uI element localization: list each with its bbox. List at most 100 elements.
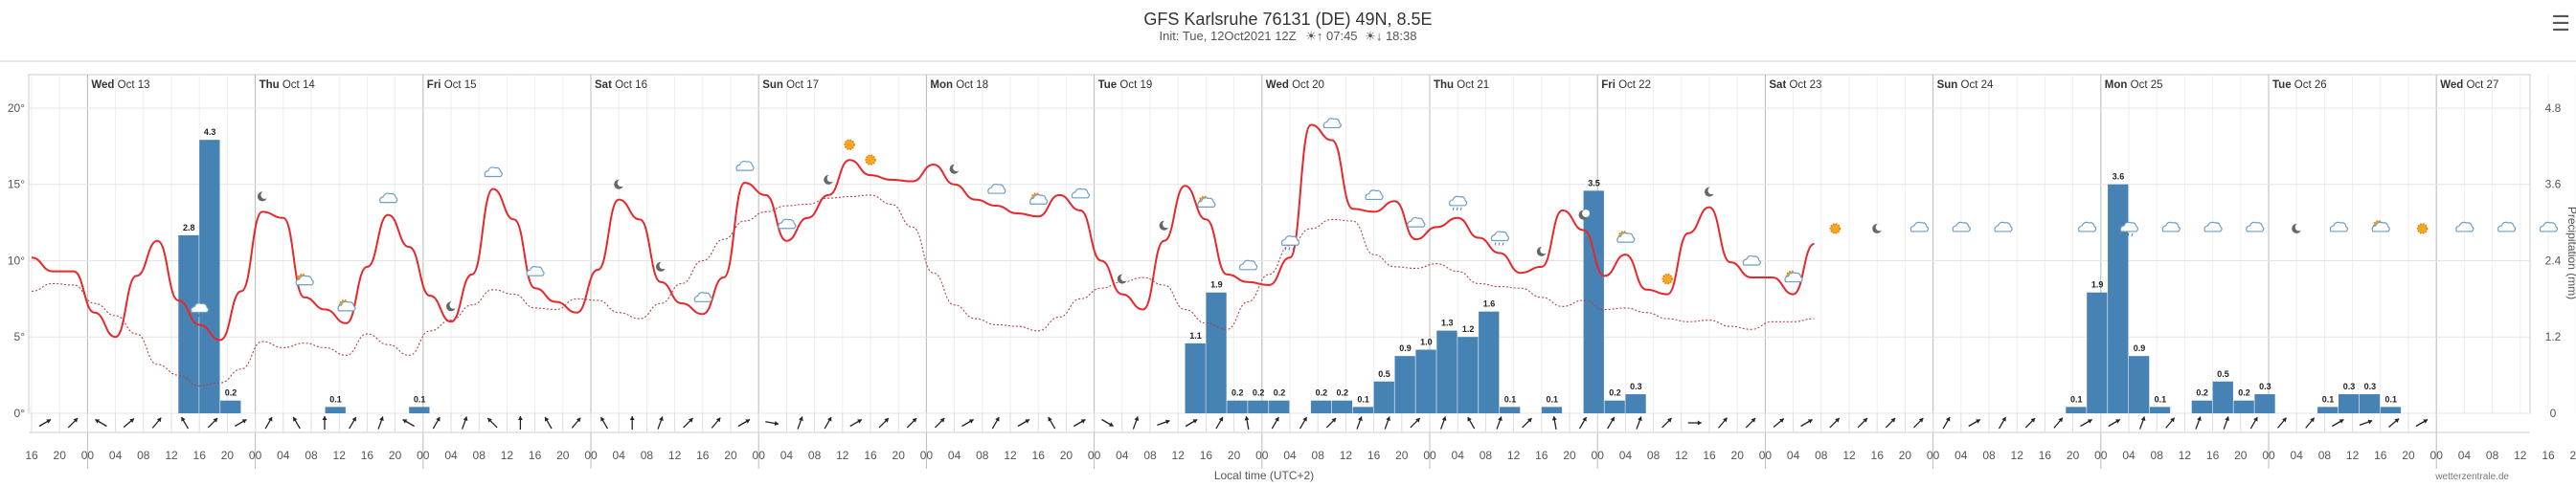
hour-tick-label: 00: [753, 449, 766, 462]
wind-arrow-icon: [1829, 417, 1841, 429]
precip-label: 0.1: [2070, 394, 2083, 404]
precip-label: 0.1: [414, 394, 426, 404]
cloud-icon: [2497, 221, 2517, 232]
cloud-icon: [1952, 221, 1971, 232]
weather-icons: [191, 118, 2559, 318]
hour-tick-label: 12: [836, 449, 849, 462]
precip-label: 0.1: [329, 394, 342, 404]
precip-bar: [1331, 400, 1353, 413]
moon-icon: [257, 190, 269, 202]
rain-cloud-icon: [1490, 231, 1510, 246]
wind-arrow-icon: [1578, 416, 1588, 430]
hour-tick-label: 20: [2570, 449, 2576, 462]
precip-label: 0.9: [1399, 343, 1412, 353]
hour-tick-label: 16: [2039, 449, 2052, 462]
precip-bar: [325, 407, 346, 413]
wind-arrow-icon: [849, 418, 863, 428]
precip-bar: [178, 234, 199, 413]
cloud-icon: [1909, 221, 1930, 232]
precip-bar: [1479, 311, 1500, 413]
cloud-icon: [693, 292, 712, 302]
moon-icon: [656, 261, 667, 272]
y-right-tick: 0: [2550, 407, 2557, 420]
wind-arrow-icon: [2415, 418, 2429, 428]
precip-label: 2.8: [183, 223, 195, 232]
day-label: Sun Oct 17: [762, 79, 819, 91]
precip-bar: [2317, 407, 2339, 413]
y-right-tick: 4.8: [2545, 101, 2562, 115]
wind-arrow-icon: [123, 418, 135, 428]
y-right-tick: 1.2: [2545, 330, 2562, 343]
wind-arrow-icon: [67, 417, 79, 429]
hour-tick-label: 12: [501, 449, 514, 462]
sun-icon: [2416, 223, 2429, 234]
hour-tick-label: 16: [2542, 449, 2555, 462]
hour-tick-label: 16: [1871, 449, 1885, 462]
hour-tick-label: 04: [1787, 449, 1800, 462]
moon-icon: [949, 164, 961, 174]
hour-tick-label: 04: [2122, 449, 2135, 462]
hour-tick-label: 16: [361, 449, 374, 462]
moon-icon: [1536, 246, 1548, 256]
hour-tick-label: 20: [54, 449, 67, 462]
hour-tick-label: 08: [808, 449, 822, 462]
wind-arrow-icon: [180, 416, 190, 430]
wind-arrow-icon: [629, 416, 635, 430]
y-left-tick: 10°: [8, 254, 25, 267]
precip-label: 1.0: [1420, 338, 1433, 347]
moon-icon: [1872, 223, 1884, 233]
wind-arrow-icon: [2165, 417, 2176, 429]
hour-tick-label: 00: [1088, 449, 1101, 462]
wind-arrow-icon: [1325, 417, 1337, 429]
sun-icon: [1829, 223, 1842, 234]
cloud-icon: [1407, 216, 1426, 228]
hour-tick-label: 20: [1899, 449, 1912, 462]
wind-arrow-icon: [1299, 416, 1308, 430]
precip-bar: [1541, 407, 1563, 413]
hour-tick-label: 00: [2262, 449, 2275, 462]
hour-tick-label: 08: [1647, 449, 1661, 462]
precip-bar: [2359, 394, 2381, 413]
wind-arrow-icon: [402, 418, 415, 428]
hour-tick-label: 08: [2486, 449, 2499, 462]
cloud-icon: [2246, 221, 2265, 232]
wind-arrow-icon: [1687, 420, 1702, 426]
axes: 16 20 00 04 08 12 16 20 00 04 08 12 16 20 00 04 08 12 16 20…: [8, 79, 2576, 462]
cloud-icon: [526, 266, 545, 276]
hour-tick-label: 12: [1004, 449, 1017, 462]
wind-arrow-icon: [657, 416, 664, 430]
grid-lines: [0, 60, 2576, 469]
wind-arrow-icon: [322, 416, 328, 430]
wind-arrow-icon: [1636, 416, 1642, 430]
precip-label: 0.2: [2196, 388, 2208, 398]
cloud-icon: [1994, 221, 2013, 232]
precip-label: 1.9: [1210, 280, 1223, 290]
hour-tick-label: 00: [1759, 449, 1773, 462]
hour-tick-label: 00: [1255, 449, 1269, 462]
precip-bar: [2233, 400, 2254, 413]
wind-arrow-icon: [1551, 415, 1557, 431]
hour-tick-label: 08: [1480, 449, 1493, 462]
wind-arrow-icon: [1773, 418, 1785, 428]
cloud-icon: [1322, 118, 1342, 129]
rain-cloud-icon: [1280, 235, 1300, 251]
wind-arrow-icon: [571, 417, 581, 429]
precip-label: 1.3: [1441, 319, 1454, 328]
wind-arrow-icon: [906, 417, 917, 429]
day-label: Tue Oct 19: [1098, 79, 1153, 91]
wind-arrow-icon: [2277, 417, 2287, 429]
cloud-icon: [987, 183, 1006, 194]
y-left-tick: 5°: [14, 330, 26, 343]
wind-arrow-icon: [683, 417, 694, 429]
wind-arrow-icon: [2053, 417, 2064, 429]
day-label: Sat Oct 23: [1769, 79, 1821, 91]
precip-label: 1.1: [1189, 331, 1202, 341]
hour-tick-label: 16: [2374, 449, 2387, 462]
wind-arrow-icon: [1215, 416, 1224, 430]
hour-tick-label: 00: [1592, 449, 1605, 462]
hour-tick-label: 12: [1675, 449, 1688, 462]
wind-arrow-icon: [349, 416, 357, 430]
hour-tick-label: 20: [1731, 449, 1745, 462]
hamburger-menu-icon[interactable]: ☰: [2551, 11, 2570, 35]
